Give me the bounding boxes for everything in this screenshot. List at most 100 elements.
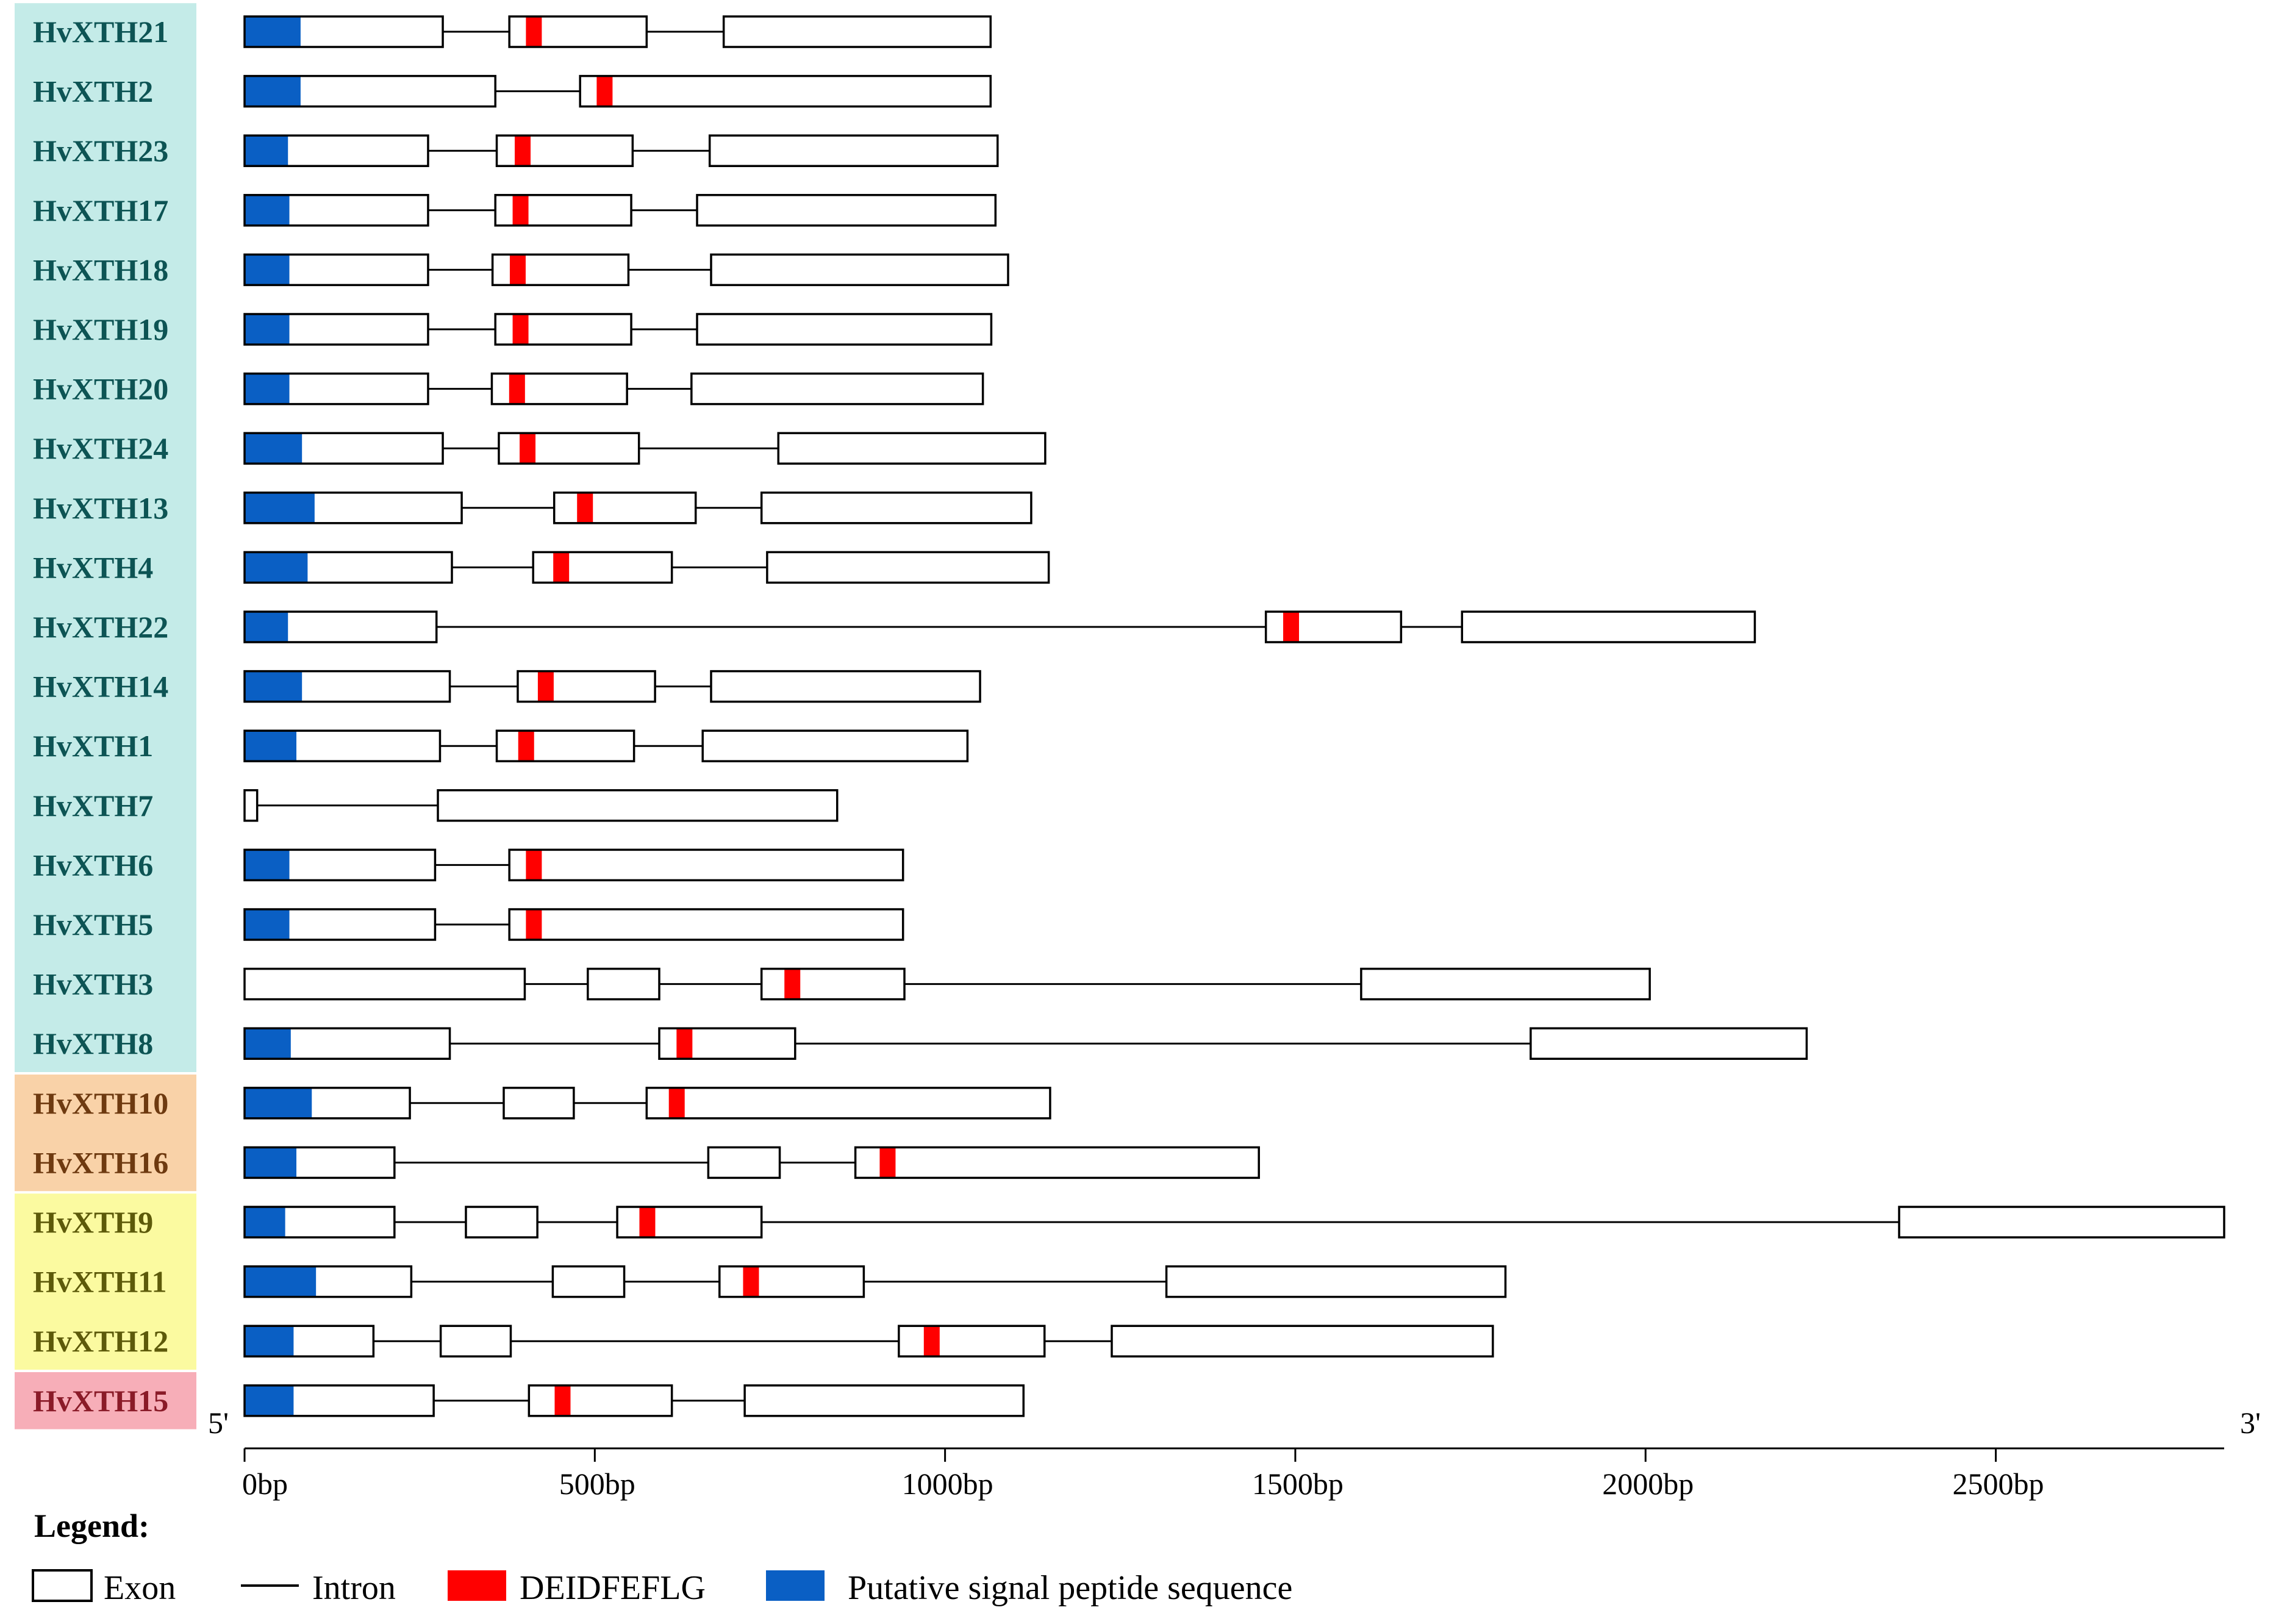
- exon-outline: [243, 670, 451, 703]
- legend-intron-label: Intron: [312, 1569, 396, 1607]
- legend-motif-swatch: [448, 1570, 506, 1601]
- exon: [529, 1385, 672, 1416]
- exon: [509, 909, 903, 940]
- exon: [745, 1385, 1024, 1416]
- exon: [708, 1147, 780, 1178]
- group-2-label-background: [15, 1075, 196, 1192]
- exon: [719, 1266, 864, 1297]
- signal-peptide: [245, 850, 290, 881]
- signal-peptide: [245, 1087, 312, 1118]
- exon: [697, 314, 992, 345]
- exon-outline: [491, 253, 630, 287]
- exon: [710, 254, 1008, 285]
- gene-track-hvxth18: [243, 253, 1009, 287]
- gene-label-hvxth20: HvXTH20: [33, 372, 168, 406]
- exon-outline: [690, 372, 984, 406]
- exon-outline: [710, 670, 981, 703]
- exon-outline: [243, 194, 429, 227]
- exon-outline: [517, 670, 656, 703]
- gene-label-hvxth19: HvXTH19: [33, 312, 168, 346]
- axis-tick-label: 1000bp: [902, 1467, 993, 1501]
- signal-peptide: [245, 16, 301, 47]
- deidfeflg-motif: [553, 552, 570, 583]
- exon: [1166, 1266, 1506, 1297]
- exon-outline: [587, 967, 660, 1001]
- exon: [697, 195, 996, 226]
- gene-track-hvxth4: [243, 551, 1050, 584]
- axis-tick-label: 1500bp: [1252, 1467, 1344, 1501]
- exon-outline: [494, 194, 632, 227]
- exon-outline: [551, 1265, 626, 1298]
- deidfeflg-motif: [1283, 612, 1300, 642]
- signal-peptide: [245, 76, 301, 107]
- gene-track-hvxth15: [243, 1384, 1025, 1417]
- signal-peptide: [245, 433, 302, 464]
- exon-outline: [658, 1027, 796, 1060]
- signal-peptide: [245, 731, 296, 762]
- exon-outline: [616, 1206, 763, 1239]
- gene-track-hvxth10: [243, 1087, 1051, 1120]
- exon: [496, 731, 634, 762]
- exon-outline: [1461, 610, 1756, 643]
- group-1-label-background: [15, 3, 196, 1073]
- exon-outline: [243, 1265, 413, 1298]
- deidfeflg-motif: [577, 492, 593, 523]
- deidfeflg-motif: [596, 76, 613, 107]
- exon-outline: [1360, 967, 1651, 1001]
- gene-label-hvxth14: HvXTH14: [33, 670, 168, 704]
- exon-outline: [707, 1146, 781, 1179]
- signal-peptide: [245, 1326, 294, 1357]
- gene-track-hvxth13: [243, 492, 1032, 524]
- gene-tracks: [243, 15, 2225, 1417]
- gene-label-hvxth24: HvXTH24: [33, 431, 168, 465]
- exon-outline: [722, 15, 992, 48]
- signal-peptide: [245, 909, 290, 940]
- gene-label-hvxth1: HvXTH1: [33, 729, 153, 763]
- exon-outline: [243, 1146, 396, 1179]
- gene-track-hvxth14: [243, 670, 981, 703]
- gene-track-hvxth23: [243, 134, 999, 167]
- exon: [710, 671, 981, 702]
- exon: [438, 790, 837, 821]
- deidfeflg-motif: [526, 850, 542, 881]
- gene-track-hvxth24: [243, 432, 1047, 465]
- exon-outline: [243, 313, 429, 346]
- exon: [723, 16, 991, 47]
- deidfeflg-motif: [509, 254, 526, 285]
- gene-label-hvxth23: HvXTH23: [33, 134, 168, 168]
- exon: [553, 1266, 624, 1297]
- signal-peptide: [245, 254, 290, 285]
- exon: [767, 552, 1049, 583]
- deidfeflg-motif: [676, 1028, 693, 1059]
- deidfeflg-motif: [512, 195, 529, 226]
- exon-outline: [494, 313, 632, 346]
- gene-label-hvxth12: HvXTH12: [33, 1324, 168, 1358]
- signal-peptide: [245, 1147, 296, 1178]
- gene-label-hvxth18: HvXTH18: [33, 252, 168, 287]
- exon-outline: [696, 194, 997, 227]
- exon-outline: [710, 253, 1009, 287]
- exon-outline: [1264, 610, 1403, 643]
- exon: [245, 968, 525, 1000]
- exon-outline: [243, 15, 444, 48]
- exon-outline: [437, 789, 839, 822]
- exon-outline: [503, 1087, 575, 1120]
- group-4-label-background: [15, 1372, 196, 1429]
- gene-track-hvxth6: [243, 848, 904, 882]
- exon-outline: [1530, 1027, 1808, 1060]
- exon-outline: [495, 729, 635, 762]
- legend-exon-swatch: [32, 1569, 93, 1602]
- exon: [1462, 612, 1755, 642]
- exon-outline: [1165, 1265, 1507, 1298]
- gene-label-hvxth5: HvXTH5: [33, 907, 153, 942]
- gene-label-hvxth16: HvXTH16: [33, 1145, 168, 1179]
- exon-outline: [465, 1206, 539, 1239]
- exon-outline: [490, 372, 628, 406]
- exon: [761, 968, 904, 1000]
- exon: [587, 968, 659, 1000]
- deidfeflg-motif: [512, 314, 529, 345]
- exon: [855, 1147, 1259, 1178]
- exon-outline: [579, 74, 992, 108]
- legend-motif-label: DEIDFEFLG: [520, 1569, 706, 1607]
- exon-outline: [898, 1325, 1046, 1358]
